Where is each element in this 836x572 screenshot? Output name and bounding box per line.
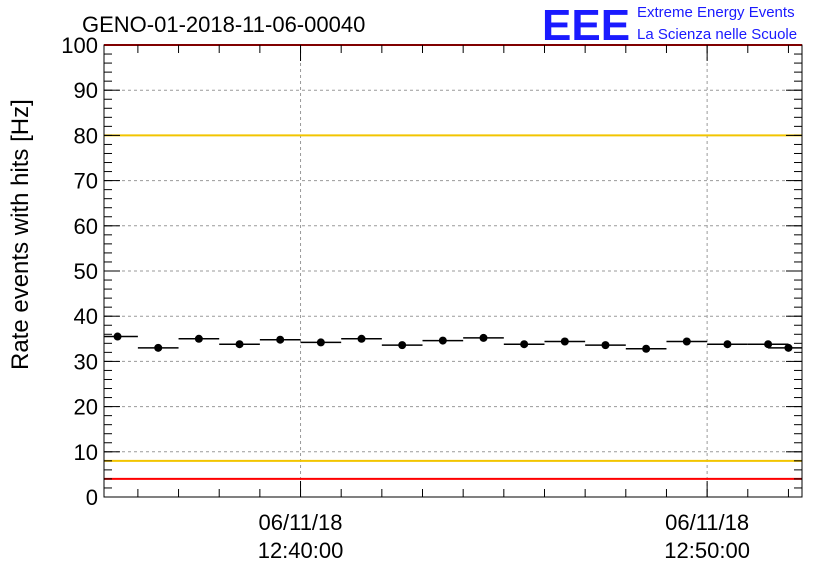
reference-lines xyxy=(104,44,802,480)
data-point xyxy=(316,338,325,347)
data-point xyxy=(113,332,122,341)
data-point xyxy=(194,334,203,343)
y-tick-label: 70 xyxy=(74,169,98,194)
eee-logo: EEE Extreme Energy Events La Scienza nel… xyxy=(542,1,797,50)
y-tick-label: 10 xyxy=(74,440,98,465)
data-point xyxy=(357,334,366,343)
y-tick-label: 20 xyxy=(74,395,98,420)
data-point xyxy=(601,341,610,350)
data-point xyxy=(682,337,691,346)
y-axis-label: Rate events with hits [Hz] xyxy=(7,99,34,370)
data-point xyxy=(438,336,447,345)
x-tick-time: 12:40:00 xyxy=(258,538,344,563)
data-point xyxy=(560,337,569,346)
data-point xyxy=(723,340,732,349)
y-tick-label: 90 xyxy=(74,78,98,103)
x-axis: 06/11/18 12:40:00 06/11/18 12:50:00 xyxy=(137,45,789,563)
chart-title: GENO-01-2018-11-06-00040 xyxy=(82,12,365,37)
data-points xyxy=(104,332,802,353)
grid xyxy=(104,45,802,497)
data-point xyxy=(479,333,488,342)
y-tick-label: 80 xyxy=(74,123,98,148)
x-tick-date: 06/11/18 xyxy=(259,510,343,535)
y-tick-label: 50 xyxy=(74,259,98,284)
x-tick-time: 12:50:00 xyxy=(664,538,750,563)
y-tick-label: 0 xyxy=(86,485,98,510)
logo-mark: EEE xyxy=(542,1,630,50)
data-point xyxy=(642,344,651,353)
y-tick-label: 30 xyxy=(74,349,98,374)
data-point xyxy=(235,340,244,349)
logo-line1: Extreme Energy Events xyxy=(637,4,795,21)
data-point xyxy=(398,341,407,350)
y-tick-label: 40 xyxy=(74,304,98,329)
data-point xyxy=(154,343,163,352)
y-tick-label: 100 xyxy=(61,33,98,58)
data-point xyxy=(764,340,773,349)
x-tick-date: 06/11/18 xyxy=(665,510,749,535)
data-point xyxy=(784,343,793,352)
y-tick-label: 60 xyxy=(74,214,98,239)
y-axis: 0 10 20 30 40 50 60 70 80 90 100 xyxy=(61,33,802,510)
logo-line2: La Scienza nelle Scuole xyxy=(637,26,797,43)
data-point xyxy=(520,340,529,349)
data-point xyxy=(276,335,285,344)
